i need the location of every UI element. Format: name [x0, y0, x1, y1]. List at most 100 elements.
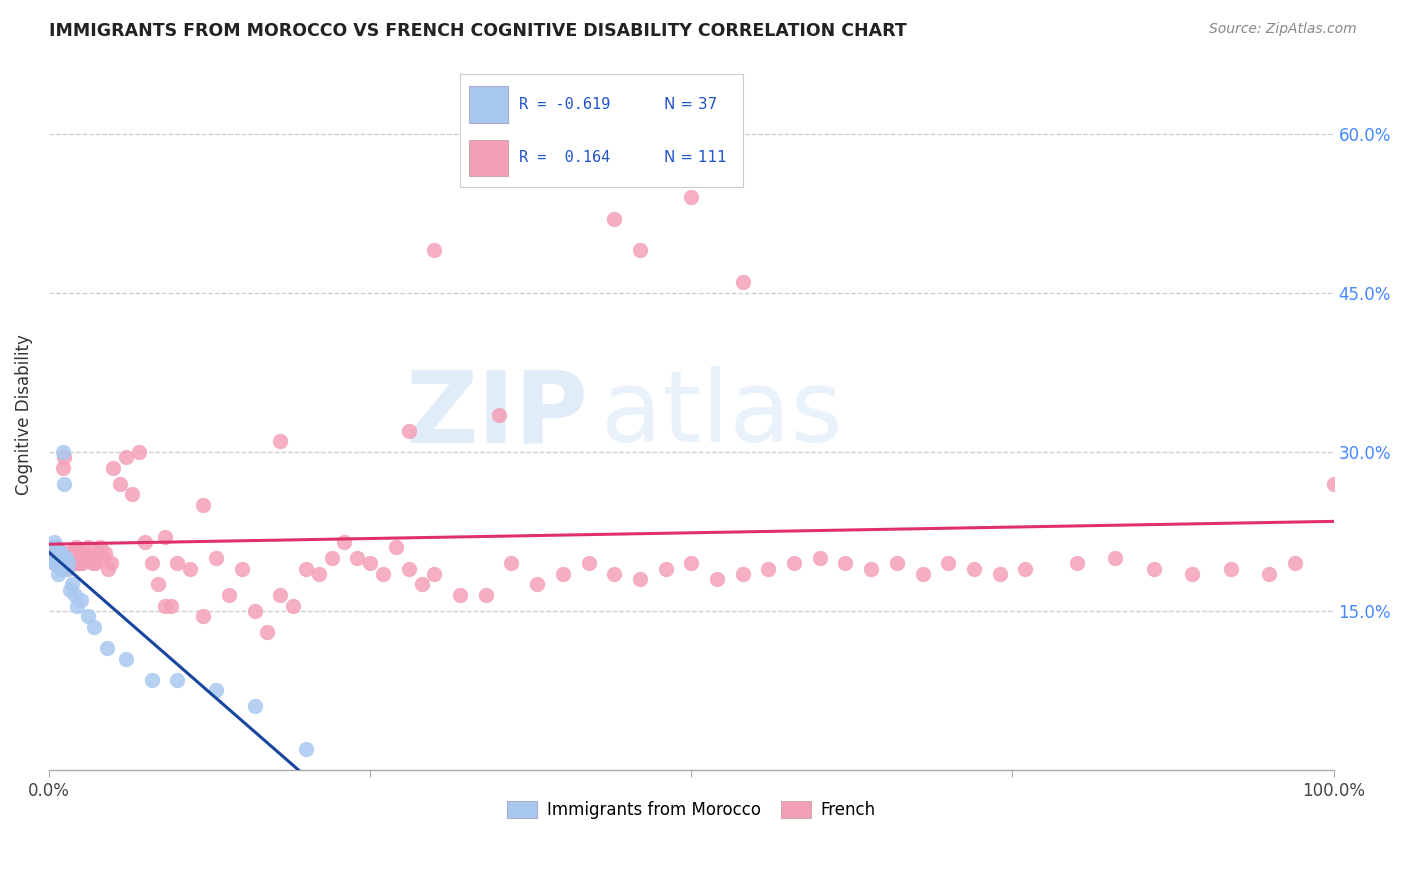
- Point: [385, 541, 408, 555]
- Point: [1104, 550, 1126, 565]
- Point: [76, 541, 98, 555]
- Point: [94, 546, 117, 560]
- Point: [681, 556, 703, 570]
- Point: [69, 556, 91, 570]
- Point: [62, 556, 84, 570]
- Point: [141, 556, 163, 570]
- Point: [44, 550, 66, 565]
- Point: [1284, 556, 1306, 570]
- Point: [166, 556, 188, 570]
- Text: IMMIGRANTS FROM MOROCCO VS FRENCH COGNITIVE DISABILITY CORRELATION CHART: IMMIGRANTS FROM MOROCCO VS FRENCH COGNIT…: [49, 22, 907, 40]
- Point: [731, 566, 754, 581]
- Point: [808, 550, 831, 565]
- Point: [449, 588, 471, 602]
- Point: [42, 535, 65, 549]
- Point: [49, 550, 72, 565]
- Point: [359, 556, 381, 570]
- Text: Source: ZipAtlas.com: Source: ZipAtlas.com: [1209, 22, 1357, 37]
- Point: [963, 561, 986, 575]
- Point: [603, 211, 626, 226]
- Point: [1258, 566, 1281, 581]
- Point: [51, 546, 73, 560]
- Point: [783, 556, 806, 570]
- Point: [100, 556, 122, 570]
- Point: [45, 550, 67, 565]
- Point: [84, 556, 107, 570]
- Point: [179, 561, 201, 575]
- Point: [160, 599, 183, 613]
- Point: [42, 556, 65, 570]
- Point: [89, 541, 111, 555]
- Point: [48, 556, 70, 570]
- Point: [46, 546, 69, 560]
- Point: [58, 556, 80, 570]
- Point: [42, 546, 65, 560]
- Point: [281, 599, 304, 613]
- Point: [731, 275, 754, 289]
- Point: [295, 741, 318, 756]
- Point: [1143, 561, 1166, 575]
- Point: [53, 450, 76, 465]
- Point: [1323, 476, 1346, 491]
- Point: [44, 546, 66, 560]
- Point: [681, 190, 703, 204]
- Point: [1014, 561, 1036, 575]
- Point: [42, 556, 65, 570]
- Point: [474, 588, 496, 602]
- Point: [205, 683, 228, 698]
- Point: [41, 546, 63, 560]
- Point: [60, 546, 83, 560]
- Point: [758, 561, 780, 575]
- Point: [63, 550, 86, 565]
- Point: [115, 450, 138, 465]
- Point: [45, 556, 67, 570]
- Point: [45, 541, 67, 555]
- Point: [121, 487, 143, 501]
- Point: [501, 556, 523, 570]
- Point: [423, 244, 446, 258]
- Point: [59, 556, 82, 570]
- Point: [70, 550, 93, 565]
- Point: [371, 566, 394, 581]
- Point: [911, 566, 934, 581]
- Point: [87, 546, 110, 560]
- Point: [346, 550, 368, 565]
- Point: [834, 556, 856, 570]
- Point: [706, 572, 728, 586]
- Point: [115, 651, 138, 665]
- Point: [42, 550, 65, 565]
- Point: [146, 577, 169, 591]
- Y-axis label: Cognitive Disability: Cognitive Disability: [15, 334, 32, 495]
- Point: [53, 476, 76, 491]
- Point: [73, 546, 96, 560]
- Legend: Immigrants from Morocco, French: Immigrants from Morocco, French: [501, 794, 883, 826]
- Point: [97, 561, 120, 575]
- Point: [63, 546, 86, 560]
- Point: [628, 244, 651, 258]
- Point: [153, 530, 176, 544]
- Point: [52, 460, 75, 475]
- Point: [333, 535, 356, 549]
- Point: [411, 577, 433, 591]
- Point: [58, 550, 80, 565]
- Point: [308, 566, 330, 581]
- Point: [56, 561, 79, 575]
- Point: [1181, 566, 1204, 581]
- Point: [860, 561, 883, 575]
- Point: [46, 546, 69, 560]
- Point: [96, 641, 118, 656]
- Point: [243, 699, 266, 714]
- Text: atlas: atlas: [602, 367, 844, 463]
- Point: [628, 572, 651, 586]
- Point: [231, 561, 253, 575]
- Point: [70, 546, 93, 560]
- Point: [48, 556, 70, 570]
- Point: [166, 673, 188, 687]
- Point: [58, 546, 80, 560]
- Point: [218, 588, 240, 602]
- Point: [134, 535, 156, 549]
- Point: [988, 566, 1011, 581]
- Point: [398, 424, 420, 438]
- Text: ZIP: ZIP: [406, 367, 589, 463]
- Point: [526, 577, 548, 591]
